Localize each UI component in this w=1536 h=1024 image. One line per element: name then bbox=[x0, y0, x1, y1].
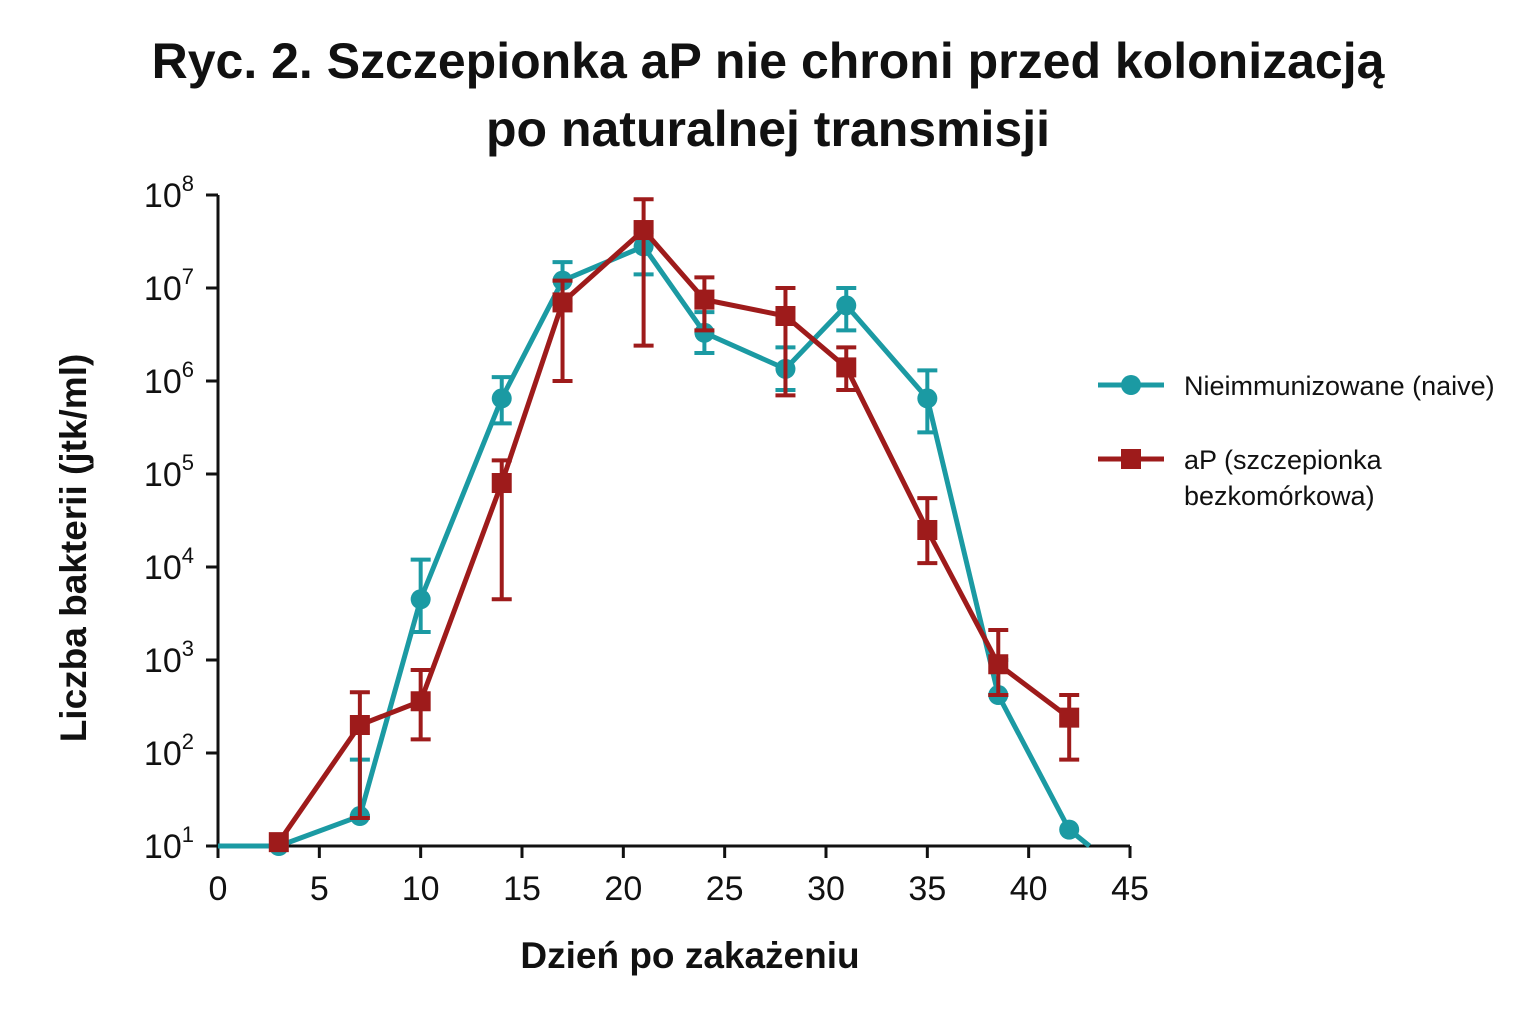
series-line bbox=[276, 227, 1071, 844]
data-point bbox=[491, 473, 512, 494]
y-tick-label: 103 bbox=[144, 636, 194, 680]
data-point bbox=[349, 715, 370, 736]
axes bbox=[216, 195, 1130, 848]
x-tick-label: 0 bbox=[209, 870, 228, 908]
legend-label: aP (szczepionka bezkomórkowa) bbox=[1184, 445, 1383, 511]
legend-marker bbox=[1121, 449, 1141, 469]
x-axis-label: Dzień po zakażeniu bbox=[520, 935, 859, 976]
y-tick-exponent: 3 bbox=[182, 636, 194, 661]
data-point bbox=[917, 388, 938, 409]
data-point bbox=[836, 295, 857, 316]
x-tick-label: 45 bbox=[1111, 870, 1149, 908]
data-point bbox=[552, 292, 573, 313]
x-ticks: 0 5 10 15 20 25 30 35 40 45 bbox=[209, 846, 1149, 908]
y-tick-label: 101 bbox=[144, 822, 194, 866]
data-point bbox=[633, 220, 654, 241]
y-tick-label: 106 bbox=[144, 357, 194, 401]
y-tick-base: 10 bbox=[144, 642, 182, 680]
x-tick-label: 5 bbox=[310, 870, 329, 908]
x-tick-label: 35 bbox=[908, 870, 946, 908]
x-tick-label: 40 bbox=[1010, 870, 1048, 908]
y-tick-label: 105 bbox=[144, 450, 194, 494]
y-tick-label: 104 bbox=[144, 543, 194, 587]
y-tick-base: 10 bbox=[144, 456, 182, 494]
legend-label: Nieimmunizowane (naive) bbox=[1184, 371, 1495, 401]
y-axis-label: Liczba bakterii (jtk/ml) bbox=[53, 354, 94, 743]
y-tick-base: 10 bbox=[144, 828, 182, 866]
chart-subtitle: po naturalnej transmisji bbox=[486, 101, 1050, 157]
series-line bbox=[218, 243, 1092, 849]
y-tick-base: 10 bbox=[144, 270, 182, 308]
series-layer bbox=[218, 197, 1092, 856]
chart-title: Ryc. 2. Szczepionka aP nie chroni przed … bbox=[152, 33, 1386, 89]
legend-label-line: Nieimmunizowane (naive) bbox=[1184, 371, 1495, 401]
data-point bbox=[988, 654, 1009, 675]
y-tick-exponent: 4 bbox=[182, 543, 194, 568]
y-tick-exponent: 2 bbox=[182, 729, 194, 754]
y-tick-label: 108 bbox=[144, 171, 194, 215]
y-tick-label: 102 bbox=[144, 729, 194, 773]
x-tick-label: 25 bbox=[706, 870, 744, 908]
x-tick-label: 10 bbox=[402, 870, 440, 908]
data-point bbox=[836, 357, 857, 378]
y-tick-exponent: 7 bbox=[182, 264, 194, 289]
y-tick-exponent: 1 bbox=[182, 822, 194, 847]
legend: Nieimmunizowane (naive) aP (szczepionka be… bbox=[1098, 371, 1495, 511]
data-point bbox=[694, 322, 715, 343]
y-tick-label: 107 bbox=[144, 264, 194, 308]
y-tick-exponent: 6 bbox=[182, 357, 194, 382]
error-bar bbox=[349, 690, 370, 821]
chart-title-group: Ryc. 2. Szczepionka aP nie chroni przed … bbox=[152, 33, 1386, 157]
legend-marker bbox=[1121, 375, 1141, 395]
legend-label-line: aP (szczepionka bbox=[1184, 445, 1383, 475]
y-tick-base: 10 bbox=[144, 363, 182, 401]
y-tick-exponent: 5 bbox=[182, 450, 194, 475]
legend-item: Nieimmunizowane (naive) bbox=[1098, 371, 1495, 401]
x-tick-label: 30 bbox=[807, 870, 845, 908]
y-tick-base: 10 bbox=[144, 177, 182, 215]
data-point bbox=[268, 832, 289, 853]
data-point bbox=[694, 289, 715, 310]
error-bar bbox=[775, 286, 796, 398]
series-naive bbox=[218, 230, 1092, 856]
legend-item: aP (szczepionka bezkomórkowa) bbox=[1098, 445, 1383, 511]
data-point bbox=[1059, 707, 1080, 728]
y-tick-base: 10 bbox=[144, 549, 182, 587]
x-tick-label: 20 bbox=[604, 870, 642, 908]
data-point bbox=[491, 388, 512, 409]
data-point bbox=[1059, 819, 1080, 840]
data-point bbox=[775, 305, 796, 326]
x-tick-label: 15 bbox=[503, 870, 541, 908]
data-point bbox=[917, 519, 938, 540]
data-point bbox=[410, 589, 431, 610]
legend-label-line: bezkomórkowa) bbox=[1184, 481, 1375, 511]
data-point bbox=[410, 691, 431, 712]
y-tick-base: 10 bbox=[144, 735, 182, 773]
y-tick-exponent: 8 bbox=[182, 171, 194, 196]
series-ap bbox=[268, 197, 1080, 853]
